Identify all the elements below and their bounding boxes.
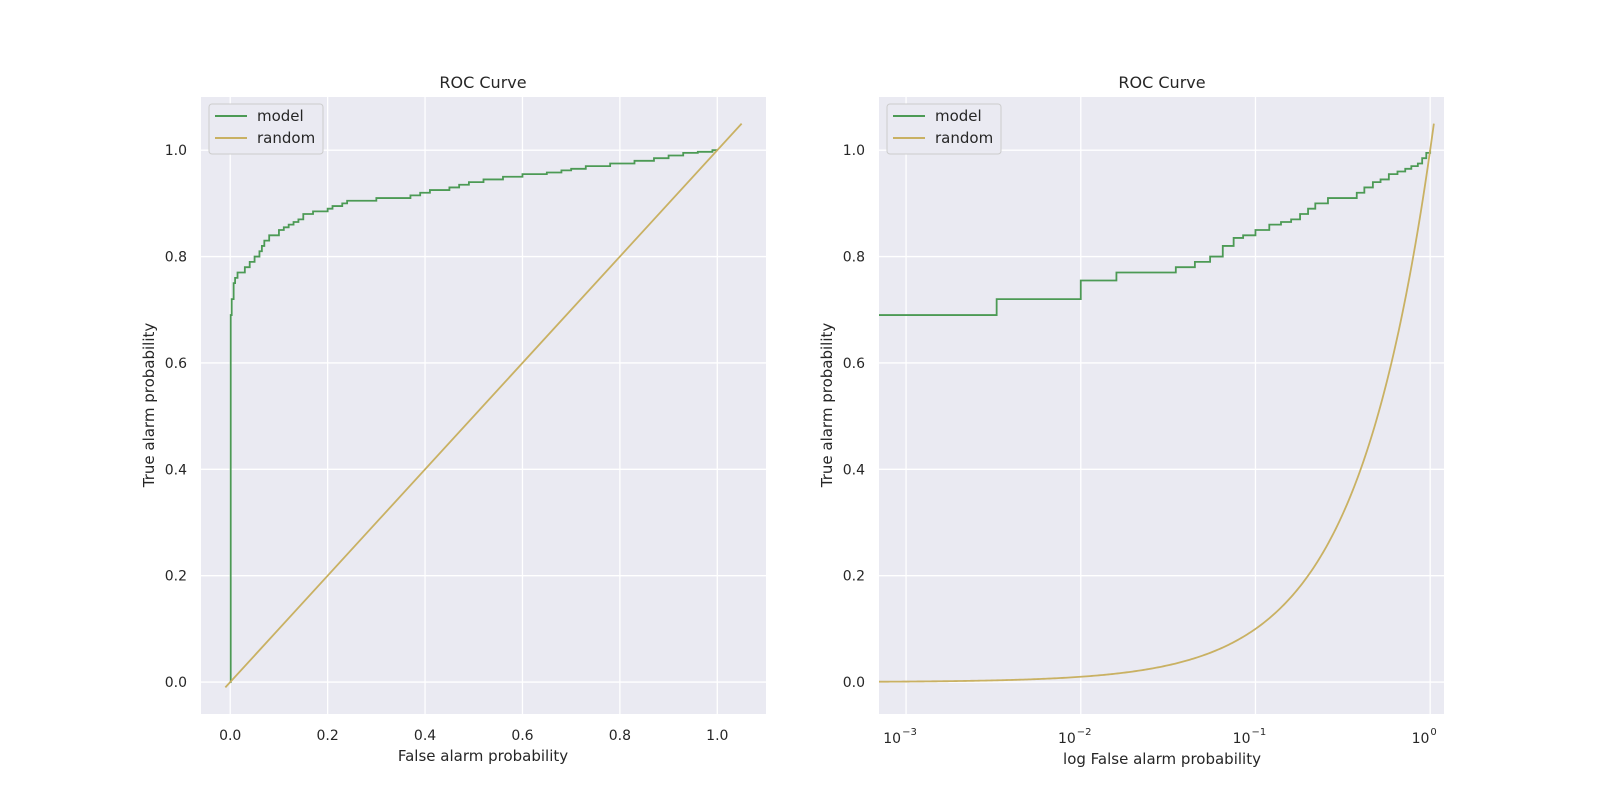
left-x-ticks: 0.0 0.2 0.4 0.6 0.8 1.0 <box>219 728 728 744</box>
left-x-tick-label: 0.8 <box>609 728 631 744</box>
right-x-tick-exponent: −3 <box>902 727 917 738</box>
right-y-tick-label: 0.8 <box>843 250 865 266</box>
left-model-line <box>229 149 718 683</box>
left-y-tick-label: 0.2 <box>165 569 187 585</box>
left-legend-random-label: random <box>257 129 315 147</box>
right-x-tick-label: 10−2 <box>1058 727 1092 747</box>
left-x-tick-label: 0.4 <box>414 728 436 744</box>
left-legend: model random <box>208 103 324 155</box>
left-x-axis-label: False alarm probability <box>398 747 568 765</box>
left-gridlines <box>201 97 766 714</box>
right-x-tick-exponent: −1 <box>1252 727 1267 738</box>
right-model-line <box>879 150 1432 316</box>
right-x-tick-exponent: −2 <box>1077 727 1092 738</box>
right-legend: model random <box>886 103 1002 155</box>
right-y-tick-label: 0.4 <box>843 462 865 478</box>
left-y-tick-label: 0.6 <box>165 356 187 372</box>
right-x-tick-label: 10−1 <box>1233 727 1267 747</box>
right-x-tick-exponent: 0 <box>1430 727 1436 738</box>
left-chart-title: ROC Curve <box>439 73 526 92</box>
left-legend-model-label: model <box>257 107 304 125</box>
left-y-tick-label: 1.0 <box>165 143 187 159</box>
left-x-tick-label: 1.0 <box>706 728 728 744</box>
right-series <box>879 123 1435 683</box>
left-y-tick-label: 0.0 <box>165 675 187 691</box>
right-chart-title: ROC Curve <box>1118 73 1205 92</box>
right-plot-area <box>879 97 1444 714</box>
left-y-tick-label: 0.8 <box>165 250 187 266</box>
right-y-tick-label: 0.6 <box>843 356 865 372</box>
right-y-tick-label: 0.0 <box>843 675 865 691</box>
left-series <box>224 122 743 689</box>
right-gridlines <box>879 97 1444 714</box>
right-y-tick-label: 1.0 <box>843 143 865 159</box>
right-y-axis-label: True alarm probability <box>818 323 836 489</box>
right-y-tick-label: 0.2 <box>843 569 865 585</box>
right-x-tick-label: 100 <box>1412 727 1437 747</box>
right-x-tick-label: 10−3 <box>883 727 917 747</box>
left-x-tick-label: 0.2 <box>317 728 339 744</box>
left-x-tick-label: 0.0 <box>219 728 241 744</box>
left-y-axis-label: True alarm probability <box>140 323 158 489</box>
right-y-ticks: 0.0 0.2 0.4 0.6 0.8 1.0 <box>843 143 865 691</box>
right-legend-model-label: model <box>935 107 982 125</box>
left-subplot: 0.0 0.2 0.4 0.6 0.8 1.0 0.0 0.2 0.4 0.6 0.8 1.0 RO… <box>140 73 766 765</box>
left-random-line <box>224 122 743 689</box>
right-legend-random-label: random <box>935 129 993 147</box>
right-subplot: 10−3 10−2 10−1 100 0.0 0.2 0.4 0.6 0.8 1.0 ROC C… <box>818 73 1444 768</box>
left-y-ticks: 0.0 0.2 0.4 0.6 0.8 1.0 <box>165 143 187 691</box>
right-x-ticks: 10−3 10−2 10−1 100 <box>883 727 1436 747</box>
right-random-line <box>879 123 1435 683</box>
left-x-tick-label: 0.6 <box>511 728 533 744</box>
right-x-axis-label: log False alarm probability <box>1063 750 1261 768</box>
left-y-tick-label: 0.4 <box>165 462 187 478</box>
